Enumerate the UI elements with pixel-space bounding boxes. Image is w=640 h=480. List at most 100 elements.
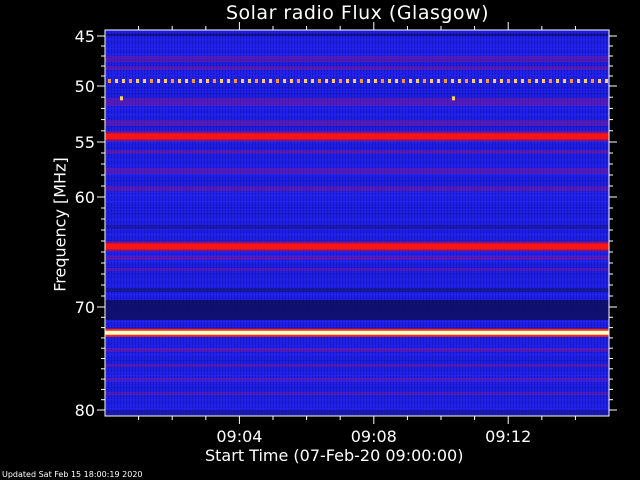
dotted-band-mark [535,79,538,83]
dotted-band-mark [136,79,139,83]
spectrogram-row [105,396,609,398]
purple-band [105,378,609,381]
spectrogram-row [105,207,609,209]
y-tick-label: 70 [75,298,95,317]
dotted-band-mark [437,79,440,83]
spectrogram-row [105,255,609,257]
spectrogram-row [105,195,609,197]
dotted-band-mark [409,79,412,83]
spectrogram-row [105,234,609,236]
spectrogram-row [105,219,609,221]
y-tick-label: 80 [75,401,95,420]
spectrogram-row [105,285,609,287]
spectrogram-row [105,402,609,404]
dotted-band-mark [374,79,377,83]
dotted-band-mark [556,79,559,83]
spectrogram-row [105,30,609,32]
spectrogram-row [105,252,609,254]
dotted-band-mark [157,79,160,83]
bright-point [452,96,455,101]
dotted-band-mark [206,79,209,83]
dotted-band-mark [297,79,300,83]
x-axis: 09:04 09:08 09:12 [138,22,576,446]
dotted-band-mark [192,79,195,83]
dotted-band-mark [199,79,202,83]
spectrogram-row [105,63,609,65]
dotted-band-mark [598,79,601,83]
dotted-band-mark [290,79,293,83]
spectrogram-row [105,387,609,389]
spectrogram-row [105,180,609,182]
dotted-band-mark [178,79,181,83]
purple-band [105,256,609,260]
dark-band [105,225,609,229]
spectrogram-row [105,72,609,74]
spectrogram-row [105,42,609,44]
spectrogram-row [105,294,609,296]
dotted-band-mark [472,79,475,83]
spectrogram-row [105,165,609,167]
dotted-band-mark [346,79,349,83]
spectrogram-row [105,216,609,218]
band-72.5-mhz [105,330,609,335]
spectrogram-row [105,384,609,386]
dotted-band-mark [122,79,125,83]
dotted-band-mark [605,79,608,83]
dotted-band-mark [591,79,594,83]
dotted-band-mark [339,79,342,83]
spectrogram-row [105,261,609,263]
spectrogram-row [105,276,609,278]
dotted-band-mark [563,79,566,83]
spectrogram-row [105,324,609,326]
y-tick-label: 50 [75,77,95,96]
spectrogram-row [105,297,609,299]
dotted-band-mark [528,79,531,83]
spectrogram-row [105,48,609,50]
updated-timestamp: Updated Sat Feb 15 18:00:19 2020 [2,470,143,479]
dotted-band-mark [388,79,391,83]
spectrogram-row [105,282,609,284]
dotted-band-mark [171,79,174,83]
dotted-band-mark [129,79,132,83]
dotted-band-mark [507,79,510,83]
spectrogram-row [105,264,609,266]
spectrogram-row [105,45,609,47]
dotted-band-mark [500,79,503,83]
spectrogram-row [105,357,609,359]
plot-frame [104,29,610,417]
dotted-band-mark [213,79,216,83]
purple-band [105,392,609,395]
dotted-band-mark [248,79,251,83]
spectrogram-row [105,81,609,83]
spectrogram-row [105,339,609,341]
dotted-band-mark [108,79,111,83]
y-tick-label: 55 [75,133,95,152]
dotted-band-mark [332,79,335,83]
spectrogram-row [105,84,609,86]
spectrogram-row [105,144,609,146]
dotted-band-mark [150,79,153,83]
spectrogram-row [105,93,609,95]
spectrogram-row [105,126,609,128]
dotted-band-mark [486,79,489,83]
dotted-band-mark [367,79,370,83]
dotted-band-mark [381,79,384,83]
x-tick-label: 09:04 [216,427,262,446]
spectrogram-row [105,183,609,185]
dotted-band-mark [577,79,580,83]
spectrogram-row [105,399,609,401]
dark-band [105,300,609,320]
spectrogram-row [105,390,609,392]
dotted-band-mark [353,79,356,83]
dotted-band-mark [220,79,223,83]
purple-band [105,186,609,191]
purple-band [105,268,609,271]
spectrogram-row [105,114,609,116]
spectrogram-row [105,345,609,347]
spectrogram-row [105,36,609,38]
band-54.5-mhz [105,133,609,140]
purple-band [105,66,609,70]
purple-band [105,348,609,352]
spectrogram-row [105,231,609,233]
dotted-band-mark [402,79,405,83]
